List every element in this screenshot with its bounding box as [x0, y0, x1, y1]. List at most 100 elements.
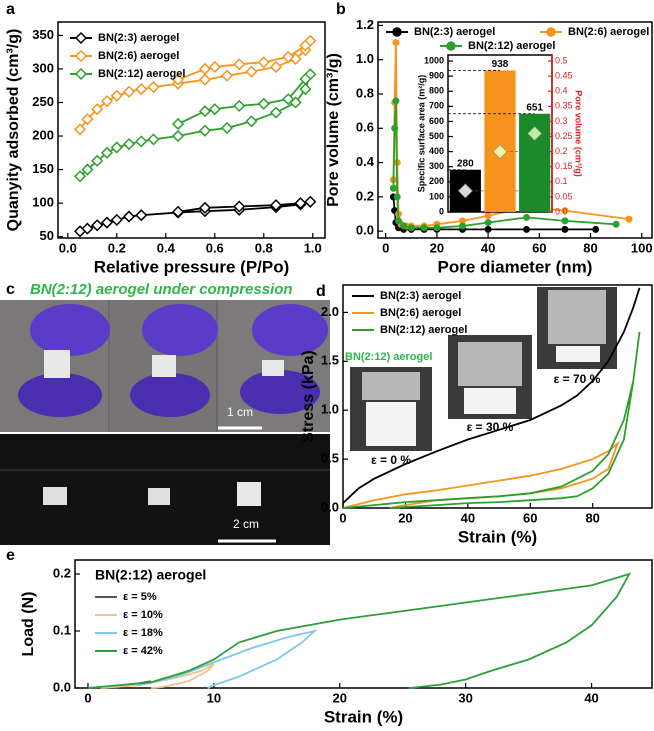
y-tick-label: 1.2: [356, 17, 374, 32]
glove: [252, 304, 328, 356]
data-point: [561, 207, 569, 215]
y-tick-label: 300: [32, 60, 54, 75]
legend-marker: [446, 41, 456, 51]
x-tick-label: 80: [583, 240, 597, 255]
y-axis-label: Pore volume (cm³/g): [325, 53, 342, 207]
legend-marker: [74, 49, 88, 63]
legend-label: BN(2:6) aerogel: [98, 50, 179, 62]
data-point: [394, 217, 402, 225]
data-point: [400, 222, 408, 230]
data-point: [257, 56, 270, 69]
data-point: [208, 60, 221, 74]
y-tick-label: 800: [429, 86, 444, 96]
data-point: [100, 216, 114, 229]
data-point: [299, 39, 312, 52]
sample: [152, 355, 176, 377]
data-point: [147, 133, 160, 146]
data-point: [492, 144, 508, 160]
y-tick-label: 100: [32, 195, 54, 210]
y-tick-label: 600: [429, 116, 444, 126]
data-point: [612, 220, 620, 228]
data-point: [147, 81, 160, 94]
data-point: [523, 225, 531, 233]
data-point: [171, 205, 185, 218]
legend-label: ε = 5%: [123, 591, 157, 603]
y-tick-label: 0.2: [53, 565, 71, 580]
chart: b 0 20 40 60 80 100 0.0 0.2 0.4 0.6 0.8 1.0 1.2 Pore d…: [325, 1, 653, 276]
data-point: [171, 73, 185, 86]
data-point: [122, 138, 136, 151]
legend-label: BN(2:3) aerogel: [98, 32, 179, 44]
data-point: [561, 225, 569, 233]
data-point: [110, 89, 123, 102]
x-tick-label: 0.0: [59, 240, 77, 255]
glove: [18, 373, 102, 417]
y2-tick-label: 0.0: [555, 206, 568, 216]
data-point: [433, 224, 441, 232]
data-point: [269, 60, 283, 74]
glove: [142, 304, 218, 356]
plate: [458, 342, 522, 386]
legend-label: BN(2:12) aerogel: [468, 40, 555, 52]
data-point: [110, 141, 123, 154]
y2-tick-label: 0.1: [555, 176, 568, 186]
x-axis-label: Pore diameter (nm): [438, 257, 593, 276]
data-point: [392, 97, 400, 105]
photo-caption: BN(2:12) aerogel: [345, 351, 432, 363]
y-tick-label: 250: [32, 94, 54, 109]
data-point: [233, 200, 246, 213]
x-tick-label: 0: [84, 690, 91, 705]
y-tick-label: 350: [32, 27, 54, 42]
data-point: [304, 195, 317, 208]
strain-label: ε = 30 %: [467, 420, 514, 434]
data-point: [389, 184, 397, 192]
data-point: [457, 183, 473, 199]
legend-label: BN(2:6) aerogel: [568, 26, 649, 38]
y2-tick-label: 0.4: [555, 86, 568, 96]
y-axis-label: Load (N): [20, 592, 37, 657]
y2-tick-label: 0.35: [555, 101, 573, 111]
data-point: [484, 219, 492, 227]
data-point: [110, 213, 123, 226]
x-tick-label: 40: [584, 690, 598, 705]
bar: [484, 70, 516, 213]
data-point: [135, 209, 148, 222]
y-tick-label: 0: [439, 206, 444, 216]
data-point: [100, 146, 114, 159]
glove: [30, 304, 110, 356]
photo-panel-c: c BN(2:12) aerogel under compression 1 c…: [0, 281, 330, 545]
legend-marker: [392, 27, 402, 37]
legend-label: BN(2:3) aerogel: [414, 26, 495, 38]
x-tick-label: 20: [398, 510, 412, 525]
data-point: [135, 135, 148, 148]
y-tick-label: 1.5: [321, 353, 339, 368]
x-tick-label: 80: [585, 510, 599, 525]
data-point: [81, 222, 94, 235]
y2-tick-label: 0.45: [555, 71, 573, 81]
data-point: [220, 121, 234, 135]
legend-label: BN(2:12) aerogel: [380, 324, 467, 336]
data-point: [220, 69, 234, 82]
y-tick-label: 1000: [424, 55, 444, 65]
data-point: [91, 219, 104, 232]
data-point: [73, 170, 87, 183]
x-axis-label: Strain (%): [458, 527, 537, 546]
data-point: [561, 217, 569, 225]
data-point: [81, 113, 94, 126]
data-point: [245, 65, 258, 78]
data-point: [269, 106, 283, 119]
plot-frame: [342, 284, 653, 509]
x-tick-label: 0.6: [206, 240, 224, 255]
plot-frame: [377, 21, 653, 239]
series-line: [138, 629, 318, 689]
plot-frame: [74, 559, 653, 689]
x-axis-label: Strain (%): [324, 707, 403, 726]
data-point: [484, 225, 492, 233]
data-point: [198, 201, 212, 214]
y-tick-label: 400: [429, 146, 444, 156]
panel-letter: d: [316, 283, 326, 300]
x-tick-label: 0.2: [108, 240, 126, 255]
x-tick-label: 100: [631, 240, 653, 255]
y-tick-label: 0.5: [321, 451, 339, 466]
sample: [43, 487, 67, 505]
